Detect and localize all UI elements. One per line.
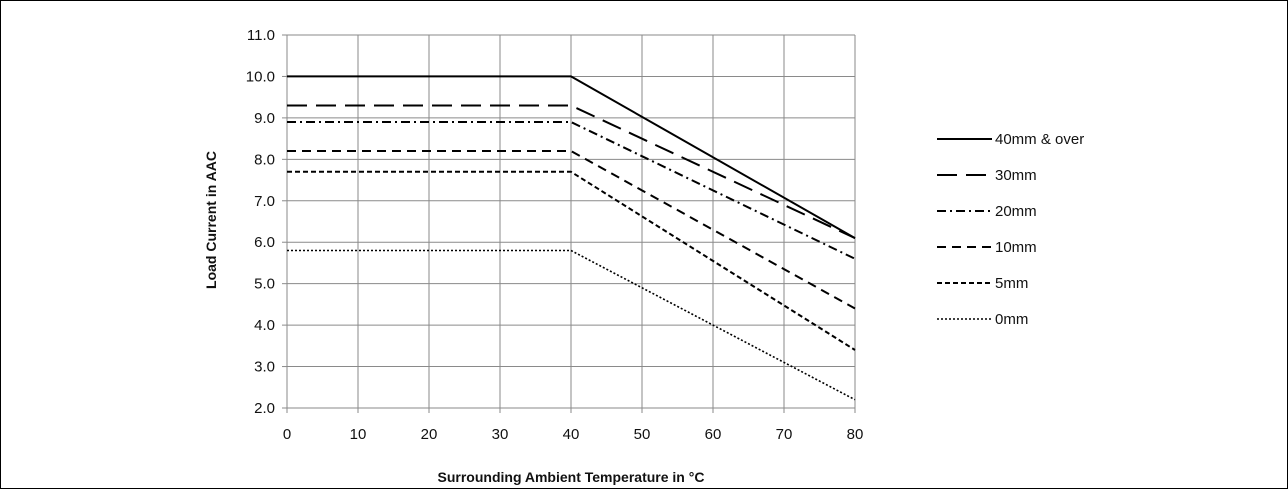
x-tick-label: 70 [776,426,793,443]
y-tick-label: 10.0 [246,68,275,85]
x-tick-label: 60 [705,426,722,443]
y-tick-label: 4.0 [254,317,275,334]
legend-label-0: 40mm & over [995,131,1084,148]
legend-label-3: 10mm [995,239,1037,256]
legend: 40mm & over 30mm 20mm 10mm 5mm 0mm [937,131,1084,328]
x-tick-label: 40 [563,426,580,443]
legend-label-2: 20mm [995,203,1037,220]
y-tick-label: 3.0 [254,359,275,376]
legend-label-4: 5mm [995,275,1028,292]
y-tick-label: 8.0 [254,151,275,168]
x-tick-label: 0 [283,426,291,443]
y-tick-label: 6.0 [254,234,275,251]
x-tick-label: 50 [634,426,651,443]
grid-lines [286,34,856,409]
series-line-1 [287,104,856,240]
legend-label-1: 30mm [995,167,1037,184]
series-line-4 [287,170,856,351]
x-axis-title: Surrounding Ambient Temperature in °C [438,469,705,485]
y-tick-label: 5.0 [254,276,275,293]
y-tick-label: 2.0 [254,400,275,417]
series-line-3 [287,150,856,310]
x-tick-label: 80 [847,426,864,443]
x-tick-labels: 0 10 20 30 40 50 60 70 80 [283,426,864,443]
x-tick-label: 30 [492,426,509,443]
y-tick-label: 11.0 [247,27,275,44]
series-lines [287,75,856,401]
series-line-5 [287,249,856,401]
y-tick-label: 7.0 [254,193,275,210]
axes [282,34,856,413]
y-axis-title: Load Current in AAC [203,151,219,289]
series-line-2 [287,121,856,260]
x-tick-label: 20 [421,426,438,443]
y-tick-label: 9.0 [254,110,275,127]
x-tick-label: 10 [350,426,367,443]
legend-label-5: 0mm [995,311,1028,328]
y-tick-labels: 2.0 3.0 4.0 5.0 6.0 7.0 8.0 9.0 10.0 11.0 [246,27,275,417]
series-line-0 [287,75,856,239]
